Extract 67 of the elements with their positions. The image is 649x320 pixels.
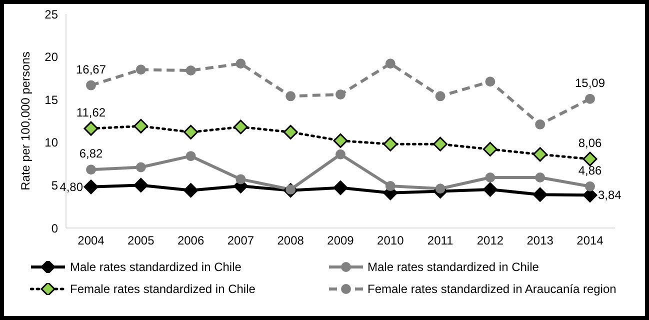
point — [535, 172, 546, 182]
point — [84, 121, 98, 136]
point — [136, 162, 146, 172]
legend-label: Female rates standardized in Araucanía region — [368, 282, 616, 296]
x-tick-label: 2010 — [377, 234, 404, 248]
legend-label: Male rates standardized in Chile — [368, 260, 539, 274]
x-tick-label: 2011 — [427, 234, 454, 248]
x-tick-label: 2007 — [227, 234, 254, 248]
point — [385, 58, 396, 69]
x-tick-label: 2014 — [576, 234, 604, 248]
x-tick-label: 2008 — [277, 234, 304, 248]
point — [485, 172, 496, 182]
point — [283, 124, 298, 140]
point — [333, 180, 348, 196]
point — [333, 133, 348, 148]
point — [435, 91, 446, 102]
point — [532, 147, 548, 162]
x-tick-label: 2009 — [327, 234, 354, 248]
data-label: 4,80 — [60, 180, 84, 194]
point — [336, 149, 346, 160]
x-tick-label: 2013 — [526, 234, 554, 248]
data-label: 6,82 — [79, 146, 103, 161]
point — [336, 89, 346, 100]
y-tick-label: 5 — [51, 178, 58, 192]
point — [184, 183, 198, 198]
data-label: 15,09 — [574, 76, 606, 90]
y-tick-label: 0 — [51, 221, 58, 236]
y-axis-title: Rate per 100,000 persons — [18, 52, 32, 190]
point — [383, 136, 398, 152]
data-label: 3,84 — [598, 188, 622, 202]
point — [286, 91, 296, 102]
point — [385, 181, 396, 192]
point — [585, 94, 595, 104]
x-tick-label: 2005 — [128, 234, 155, 248]
point — [86, 164, 96, 175]
x-tick-label: 2004 — [78, 234, 105, 248]
point — [186, 65, 196, 76]
y-tick-label: 15 — [44, 92, 58, 107]
point — [233, 120, 248, 134]
point — [134, 178, 148, 192]
data-label: 8,06 — [578, 136, 602, 150]
y-tick-label: 20 — [44, 50, 58, 64]
point — [84, 180, 98, 194]
data-label: 16,67 — [76, 62, 106, 76]
point — [532, 187, 548, 202]
point — [482, 182, 498, 197]
point — [535, 119, 546, 130]
data-label: 11,62 — [76, 106, 106, 120]
point — [482, 142, 498, 156]
point — [582, 152, 598, 166]
x-tick-label: 2012 — [476, 234, 504, 248]
point — [184, 124, 198, 140]
point — [585, 181, 595, 192]
legend-label: Male rates standardized in Chile — [70, 260, 242, 274]
legend-label: Female rates standardized in Chile — [70, 282, 256, 296]
point — [186, 151, 196, 162]
x-tick-label: 2006 — [177, 234, 204, 248]
point — [236, 58, 246, 69]
y-tick-label: 10 — [44, 136, 58, 150]
y-tick-label: 25 — [44, 7, 58, 22]
point — [433, 136, 448, 152]
point — [86, 80, 96, 90]
point — [485, 76, 496, 87]
data-label: 4,86 — [578, 163, 602, 178]
point — [134, 118, 148, 134]
point — [136, 64, 146, 75]
point — [236, 174, 246, 184]
